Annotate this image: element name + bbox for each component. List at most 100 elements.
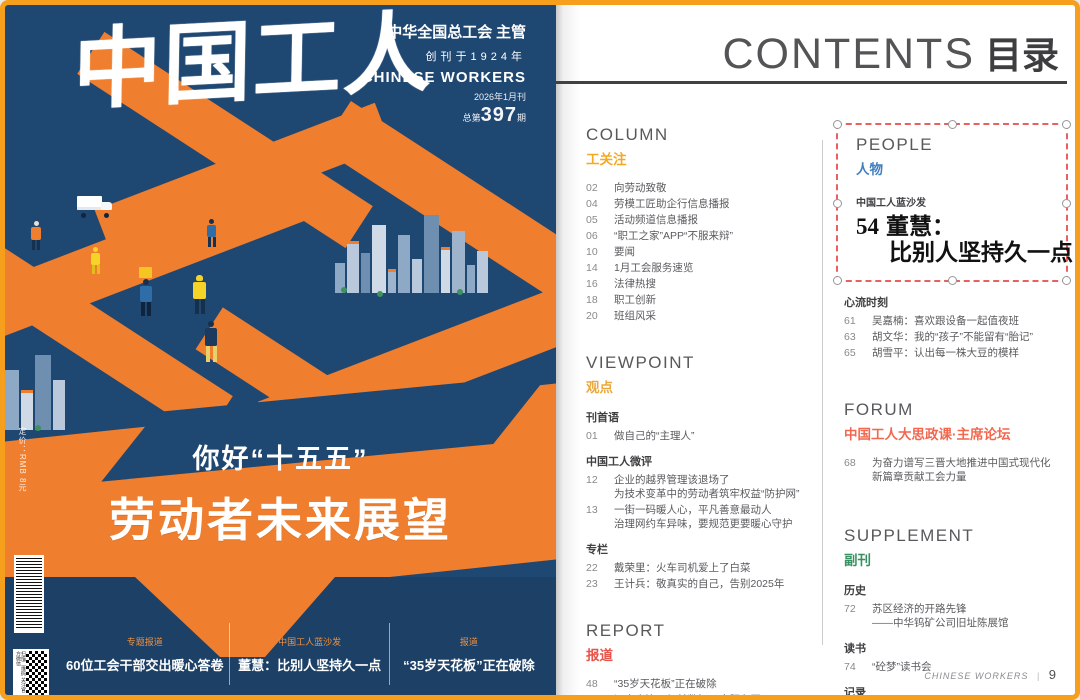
toc-item[interactable]: 72 苏区经济的开路先锋 ——中华钨矿公司旧址陈展馆 (844, 602, 1074, 630)
toc-item[interactable]: 68 为奋力谱写三晋大地推进中国式现代化 新篇章贡献工会力量 (844, 456, 1074, 484)
section-title-people: PEOPLE (856, 135, 934, 154)
item-page-number: 23 (586, 578, 598, 590)
cover-bottom-strip (5, 577, 556, 695)
courier-with-box-figure (207, 211, 216, 247)
toc-item[interactable]: 14 1月工会服务速览 (586, 261, 820, 275)
item-page-number: 74 (844, 661, 856, 673)
subsection-title: 历史 (844, 585, 866, 597)
toc-item[interactable]: 74 “砼梦”读书会 (844, 660, 1074, 674)
toc-item[interactable]: 12 企业的越界管理该退场了 为技术变革中的劳动者筑牢权益“防护网” (586, 473, 820, 501)
toc-item[interactable]: 13 一街一码暖人心，平凡善意最动人 治理网约车异味，要规范更要暖心守护 (586, 503, 820, 531)
toc-item[interactable]: 06 “职工之家”APP“不服来辩” (586, 229, 820, 243)
toc-item[interactable]: 10 要闻 (586, 245, 820, 259)
section-subtitle-forum: 中国工人大思政课·主席论坛 (844, 427, 1011, 442)
toc-subsection: 48“35岁天花板”正在破除50辽宁大连：织就数智工会服务网52泉州工人文化宫：… (586, 677, 820, 700)
tagline-small: 你好“十五五” (192, 444, 369, 474)
item-page-number: 68 (844, 457, 856, 469)
feature-headline[interactable]: 54 董慧： 比别人坚持久一点 (856, 214, 1073, 266)
item-page-number: 22 (586, 562, 598, 574)
qr-caption: 扫描二维码 关注官方微信 (15, 651, 26, 693)
toc-item[interactable]: 22 戴荣里：火车司机爱上了白菜 (586, 561, 820, 575)
teaser-label: 报道 (459, 636, 478, 647)
yellow-worker-figure (91, 247, 100, 274)
founded-line: 创刊于1924年 (425, 51, 526, 63)
toc-item[interactable]: 05 活动频道信息播报 (586, 213, 820, 227)
item-title: 一街一码暖人心，平凡善意最动人 治理网约车异味，要规范更要暖心守护 (614, 504, 793, 530)
selection-handle[interactable] (1062, 120, 1071, 129)
item-page-number: 16 (586, 278, 598, 290)
item-title: 吴嘉楠：喜欢跟设备一起值夜班 (872, 315, 1019, 327)
selection-handle[interactable] (1062, 198, 1071, 208)
item-page-number: 72 (844, 603, 856, 615)
subsection-title: 中国工人微评 (586, 456, 652, 468)
qr-code[interactable]: 扫描二维码 关注官方微信 (13, 649, 49, 695)
section-supplement: SUPPLEMENT 副刊 历史 72 苏区经济的开路先锋 ——中华钨矿公司旧址陈展馆… (844, 526, 1074, 695)
cover-teaser: 报道 “35岁天花板”正在破除 (388, 623, 548, 685)
issue-date: 2026年1月刊 (473, 92, 526, 102)
item-page-number: 61 (844, 315, 856, 327)
toc-subsection: 02 向劳动致敬 04 劳模工匠助企行信息播报 05 活动频道信息播报 06 “职工之家”AP… (586, 181, 820, 323)
item-title: 劳模工匠助企行信息播报 (614, 198, 730, 210)
item-page-number: 13 (586, 504, 598, 516)
feature-kicker: 中国工人蓝沙发 (856, 198, 926, 209)
toc-subsection: 读书 74 “砼梦”读书会 (844, 640, 1074, 674)
item-page-number: 20 (586, 310, 598, 322)
section-subtitle: 观点 (586, 380, 613, 395)
publisher-line: 中华全国总工会 主管 (387, 25, 526, 41)
item-page-number: 14 (586, 262, 598, 274)
toc-item[interactable]: 01 做自己的“主理人” (586, 429, 820, 443)
toc-item[interactable]: 02 向劳动致敬 (586, 181, 820, 195)
subsection-title: 刊首语 (586, 412, 619, 424)
toc-item[interactable]: 20 班组风采 (586, 309, 820, 323)
toc-item[interactable]: 04 劳模工匠助企行信息播报 (586, 197, 820, 211)
selection-handle[interactable] (948, 276, 957, 285)
header-rule (556, 81, 1067, 84)
people-selection-box[interactable]: PEOPLE 人物 中国工人蓝沙发 54 董慧： 比别人坚持久一点 (833, 120, 1073, 285)
toc-item[interactable]: 65 胡雪平：认出每一株大豆的模样 (844, 346, 1074, 360)
item-title: 苏区经济的开路先锋 ——中华钨矿公司旧址陈展馆 (872, 603, 1009, 629)
item-title: 职工创新 (614, 294, 656, 306)
selection-handle[interactable] (948, 120, 957, 129)
selection-handle[interactable] (1062, 276, 1071, 285)
section-column: COLUMN 工关注 02 向劳动致敬 04 劳模工匠助企行信息播报 05 活动频道信息播报 0… (586, 125, 820, 323)
selection-handle[interactable] (833, 276, 842, 285)
item-title: 向劳动致敬 (614, 182, 667, 194)
street-cleaner-figure (31, 221, 41, 250)
cover-footer-teasers: 专题报道 60位工会干部交出暖心答卷 中国工人蓝沙发 董慧：比别人坚持久一点 报道 “35… (60, 623, 548, 685)
tree-icon (377, 291, 383, 297)
selection-handle[interactable] (833, 120, 842, 129)
item-page-number: 18 (586, 294, 598, 306)
toc-item[interactable]: 63 胡文华：我的“孩子”不能留有“胎记” (844, 330, 1074, 344)
item-title: 胡雪平：认出每一株大豆的模样 (872, 347, 1019, 359)
teaser-title: “35岁天花板”正在破除 (403, 657, 535, 673)
toc-item[interactable]: 23 王计兵：敬真实的自己，告别2025年 (586, 577, 820, 591)
toc-item[interactable]: 50 辽宁大连：织就数智工会服务网 (586, 693, 820, 700)
section-title: REPORT (586, 621, 666, 640)
item-title: 辽宁大连：织就数智工会服务网 (614, 694, 761, 700)
qr-pattern (26, 651, 47, 695)
toc-item[interactable]: 48 “35岁天花板”正在破除 (586, 677, 820, 691)
item-title: 法律热搜 (614, 278, 656, 290)
item-title: 活动频道信息播报 (614, 214, 698, 226)
city-skyline-small (5, 335, 75, 430)
tree-icon (341, 287, 347, 293)
toc-header: CONTENTS 目录 (723, 25, 1060, 79)
item-title: 企业的越界管理该退场了 为技术变革中的劳动者筑牢权益“防护网” (614, 474, 800, 500)
toc-item[interactable]: 61 吴嘉楠：喜欢跟设备一起值夜班 (844, 314, 1074, 328)
english-title: CHINESE WORKERS (361, 69, 526, 86)
item-title: 戴荣里：火车司机爱上了白菜 (614, 562, 751, 574)
selection-handle[interactable] (833, 198, 842, 208)
item-title: “35岁天花板”正在破除 (614, 678, 717, 690)
item-title: “砼梦”读书会 (872, 661, 932, 673)
column-divider (822, 140, 823, 645)
toc-item[interactable]: 18 职工创新 (586, 293, 820, 307)
toc-item[interactable]: 16 法律热搜 (586, 277, 820, 291)
section-subtitle-supplement: 副刊 (844, 553, 871, 568)
toc-subsection: 专栏 22 戴荣里：火车司机爱上了白菜 23 王计兵：敬真实的自己，告别2025年 (586, 541, 820, 591)
section-subtitle: 报道 (586, 648, 613, 663)
toc-subsection: 中国工人微评 12 企业的越界管理该退场了 为技术变革中的劳动者筑牢权益“防护网” 13… (586, 453, 820, 531)
item-page-number: 65 (844, 347, 856, 359)
teaser-title: 60位工会干部交出暖心答卷 (66, 657, 224, 673)
item-page-number: 02 (586, 182, 598, 194)
footer-page-number: 9 (1048, 667, 1057, 682)
